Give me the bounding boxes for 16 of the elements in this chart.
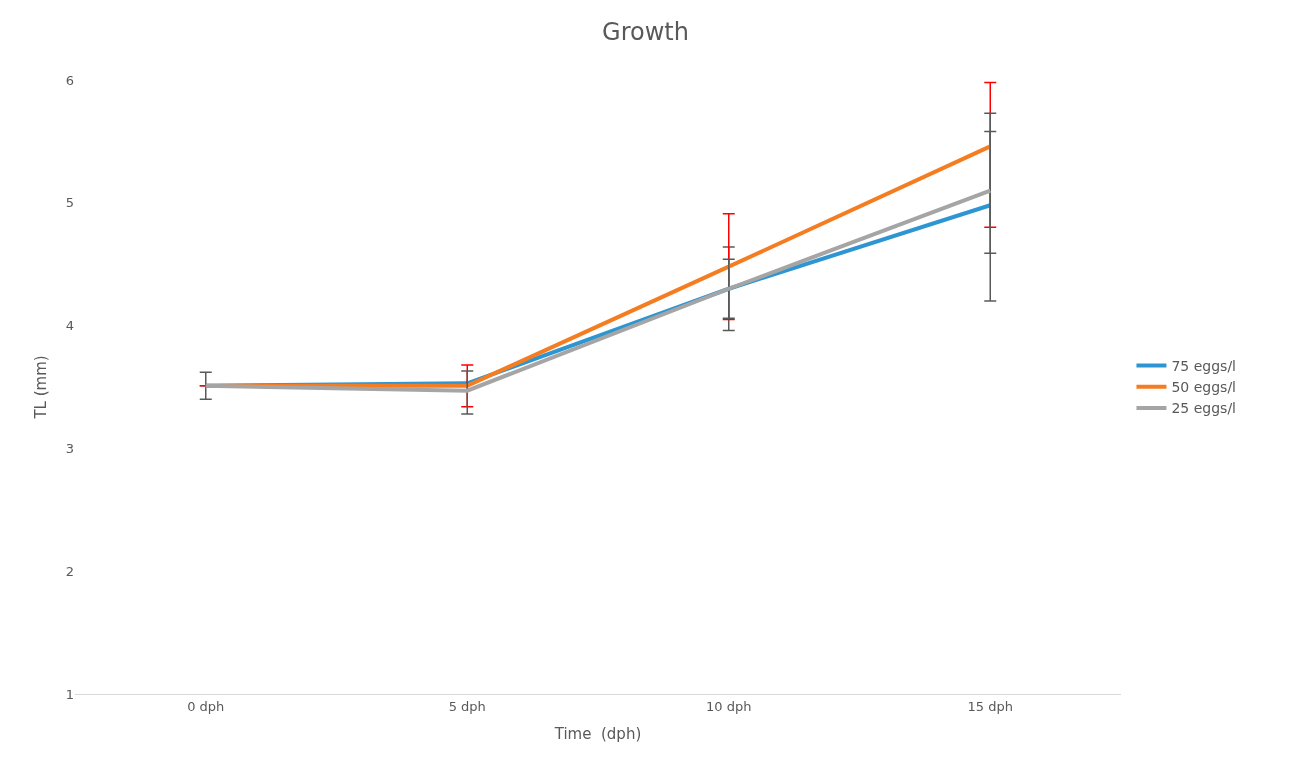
y-tick-label: 5 (65, 195, 74, 211)
y-axis-title: TL (mm) (31, 355, 50, 420)
x-tick-label: 15 dph (967, 698, 1013, 714)
x-tick-label: 10 dph (706, 698, 752, 714)
y-tick-label: 6 (65, 72, 74, 88)
y-tick-label: 4 (65, 318, 74, 334)
y-tick-label: 1 (65, 686, 74, 702)
legend-label: 75 eggs/l (1171, 358, 1237, 375)
y-tick-label: 2 (65, 563, 74, 579)
x-axis-title: Time (dph) (553, 724, 642, 743)
legend-label: 25 eggs/l (1171, 400, 1237, 417)
x-tick-label: 0 dph (187, 698, 225, 714)
legend-label: 50 eggs/l (1171, 379, 1237, 396)
x-tick-label: 5 dph (448, 698, 486, 714)
y-tick-label: 3 (65, 440, 74, 456)
chart-title: Growth (602, 18, 689, 47)
